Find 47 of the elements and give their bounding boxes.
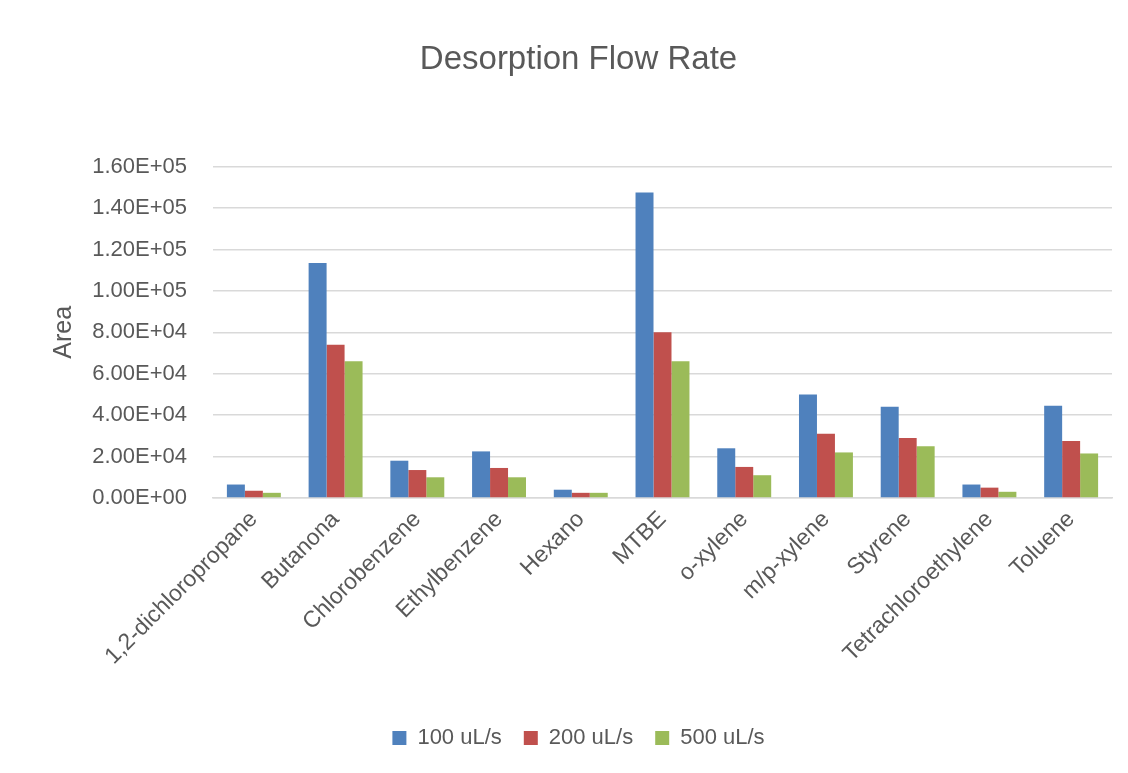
bar bbox=[490, 467, 509, 498]
bar bbox=[1062, 441, 1081, 498]
y-tick-label: 4.00E+04 bbox=[92, 401, 187, 427]
legend-label: 100 uL/s bbox=[417, 724, 502, 750]
bar bbox=[589, 492, 608, 498]
bar bbox=[735, 466, 754, 498]
bar bbox=[408, 470, 427, 498]
bar bbox=[998, 491, 1017, 498]
bar bbox=[244, 490, 263, 498]
bar bbox=[390, 460, 409, 498]
bar bbox=[834, 452, 853, 498]
bar bbox=[508, 477, 527, 498]
y-tick-label: 1.00E+05 bbox=[92, 276, 187, 302]
y-tick-label: 6.00E+04 bbox=[92, 359, 187, 385]
bar bbox=[753, 475, 772, 498]
bar bbox=[472, 451, 491, 498]
y-tick-label: 8.00E+04 bbox=[92, 318, 187, 344]
y-tick-label: 2.00E+04 bbox=[92, 442, 187, 468]
bar bbox=[1044, 405, 1063, 498]
y-tick-label: 1.40E+05 bbox=[92, 194, 187, 220]
bar bbox=[962, 484, 981, 498]
bar bbox=[916, 446, 935, 498]
legend-label: 200 uL/s bbox=[548, 724, 634, 750]
y-tick-label: 1.20E+05 bbox=[92, 235, 187, 261]
bar bbox=[798, 394, 817, 498]
legend-label: 500 uL/s bbox=[680, 724, 765, 750]
bar bbox=[880, 406, 899, 498]
bar bbox=[717, 448, 736, 498]
y-tick-label: 0.00E+00 bbox=[92, 484, 187, 510]
bar bbox=[635, 192, 654, 498]
bar bbox=[553, 489, 572, 498]
chart-title: Desorption Flow Rate bbox=[419, 38, 738, 76]
bar bbox=[898, 437, 917, 498]
bar bbox=[571, 492, 590, 498]
y-axis-title: Area bbox=[47, 305, 76, 359]
bar bbox=[426, 477, 445, 498]
bar bbox=[326, 344, 345, 498]
bar bbox=[980, 487, 999, 498]
bar bbox=[816, 433, 835, 498]
y-tick-label: 1.60E+05 bbox=[92, 152, 187, 178]
bar bbox=[226, 484, 245, 498]
bar bbox=[344, 361, 363, 498]
bar bbox=[671, 361, 690, 498]
bar bbox=[308, 262, 327, 498]
bar bbox=[262, 492, 281, 498]
bar bbox=[653, 332, 672, 498]
bar bbox=[1080, 453, 1099, 498]
